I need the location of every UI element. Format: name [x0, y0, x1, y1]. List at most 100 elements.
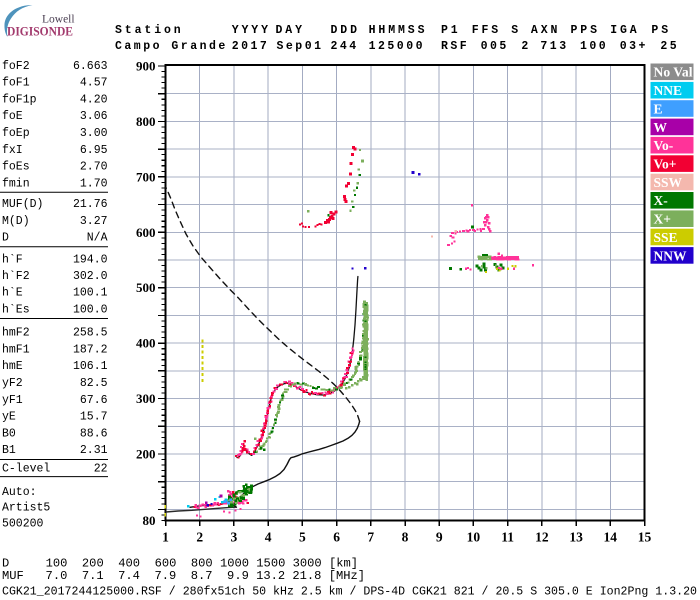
svg-text:258.5: 258.5: [73, 327, 108, 340]
svg-text:B0: B0: [2, 427, 16, 440]
svg-text:yF2: yF2: [2, 377, 23, 390]
svg-text:B1: B1: [2, 444, 16, 457]
svg-text:6.663: 6.663: [73, 60, 108, 73]
svg-text:SSE: SSE: [654, 230, 678, 245]
svg-text:h`E: h`E: [2, 287, 23, 300]
svg-text:13: 13: [569, 530, 583, 545]
svg-text:h`F2: h`F2: [2, 270, 30, 283]
svg-text:Artist5: Artist5: [2, 501, 50, 514]
svg-text:PS: PS: [651, 24, 671, 37]
svg-text:22: 22: [94, 462, 108, 475]
svg-text:400: 400: [136, 336, 156, 351]
svg-text:03+: 03+: [620, 40, 648, 53]
svg-text:MUF 7.0 7.1 7.4 7.9 8.7: MUF 7.0 7.1 7.4 7.9 8.7 9.9 13.2 21.8 [M…: [2, 570, 365, 583]
svg-text:11: 11: [501, 530, 514, 545]
svg-text:S: S: [511, 24, 521, 37]
svg-text:12: 12: [535, 530, 549, 545]
svg-text:800: 800: [136, 114, 156, 129]
svg-text:foEs: foEs: [2, 161, 30, 174]
svg-text:7: 7: [367, 530, 374, 545]
svg-text:244: 244: [331, 40, 359, 53]
svg-text:DIGISONDE: DIGISONDE: [7, 24, 73, 39]
svg-text:yF1: yF1: [2, 394, 23, 407]
svg-text:25: 25: [660, 40, 679, 53]
svg-text:RSF: RSF: [441, 40, 469, 53]
svg-text:88.6: 88.6: [80, 427, 108, 440]
svg-text:500200: 500200: [2, 518, 44, 531]
svg-text:900: 900: [136, 59, 156, 74]
svg-text:No Val: No Val: [654, 65, 693, 80]
svg-text:Auto:: Auto:: [2, 486, 37, 499]
svg-text:600: 600: [136, 225, 156, 240]
svg-text:W: W: [654, 120, 668, 135]
svg-text:2: 2: [196, 530, 203, 545]
svg-text:FFS: FFS: [472, 24, 501, 37]
svg-text:SSW: SSW: [654, 175, 683, 190]
svg-text:6: 6: [333, 530, 340, 545]
svg-text:IGA: IGA: [610, 24, 639, 37]
svg-text:E: E: [654, 101, 663, 116]
svg-text:005: 005: [481, 40, 509, 53]
svg-text:N/A: N/A: [87, 232, 108, 245]
svg-text:foE: foE: [2, 110, 23, 123]
svg-text:6.95: 6.95: [80, 144, 108, 157]
svg-text:500: 500: [136, 280, 156, 295]
svg-text:P1: P1: [441, 24, 461, 37]
svg-text:302.0: 302.0: [73, 270, 108, 283]
svg-text:CGK21_2017244125000.RSF / 280f: CGK21_2017244125000.RSF / 280fx51ch 50 k…: [2, 586, 697, 599]
svg-text:C-level: C-level: [2, 462, 50, 475]
svg-text:80: 80: [143, 513, 156, 528]
svg-text:PPS: PPS: [571, 24, 600, 37]
svg-text:21.76: 21.76: [73, 198, 108, 211]
svg-text:HHMMSS: HHMMSS: [369, 24, 428, 37]
svg-text:Campo Grande: Campo Grande: [115, 40, 228, 53]
svg-text:Sep01: Sep01: [277, 40, 324, 53]
svg-text:8: 8: [402, 530, 409, 545]
svg-text:YYYY: YYYY: [232, 24, 271, 37]
svg-text:10: 10: [467, 530, 481, 545]
svg-text:2017: 2017: [232, 40, 270, 53]
svg-text:foEp: foEp: [2, 127, 30, 140]
svg-text:2.70: 2.70: [80, 161, 108, 174]
svg-text:foF1: foF1: [2, 77, 30, 90]
svg-text:4.57: 4.57: [80, 77, 108, 90]
svg-text:fxI: fxI: [2, 144, 23, 157]
svg-text:200: 200: [136, 447, 156, 462]
svg-text:h`Es: h`Es: [2, 303, 30, 316]
svg-text:5: 5: [299, 530, 306, 545]
svg-text:15.7: 15.7: [80, 411, 108, 424]
svg-text:67.6: 67.6: [80, 394, 108, 407]
svg-text:3: 3: [231, 530, 238, 545]
svg-text:hmE: hmE: [2, 360, 23, 373]
svg-text:Station: Station: [115, 24, 184, 37]
svg-text:X+: X+: [654, 212, 671, 227]
svg-text:foF1p: foF1p: [2, 93, 37, 106]
svg-text:2.31: 2.31: [80, 444, 108, 457]
svg-text:106.1: 106.1: [73, 360, 108, 373]
svg-text:X-: X-: [654, 193, 668, 208]
svg-text:Vo-: Vo-: [654, 138, 674, 153]
svg-text:h`F: h`F: [2, 253, 23, 266]
svg-text:9: 9: [436, 530, 443, 545]
svg-text:1.70: 1.70: [80, 177, 108, 190]
svg-text:fmin: fmin: [2, 177, 30, 190]
svg-text:DDD: DDD: [331, 24, 360, 37]
svg-text:4.20: 4.20: [80, 93, 108, 106]
svg-text:125000: 125000: [369, 40, 425, 53]
svg-text:NNW: NNW: [654, 248, 687, 263]
svg-text:hmF1: hmF1: [2, 343, 30, 356]
svg-text:100.1: 100.1: [73, 287, 108, 300]
svg-text:NNE: NNE: [654, 83, 683, 98]
svg-text:D 100 200 400 600 800: D 100 200 400 600 800 1000 1500 3000 [km…: [2, 558, 358, 571]
svg-text:3.00: 3.00: [80, 127, 108, 140]
svg-text:194.0: 194.0: [73, 253, 108, 266]
svg-text:1: 1: [162, 530, 169, 545]
svg-text:3.27: 3.27: [80, 215, 108, 228]
svg-text:15: 15: [638, 530, 652, 545]
svg-text:4: 4: [265, 530, 272, 545]
svg-text:M(D): M(D): [2, 215, 30, 228]
svg-text:Vo+: Vo+: [654, 157, 677, 172]
svg-text:100.0: 100.0: [73, 303, 108, 316]
svg-text:3.06: 3.06: [80, 110, 108, 123]
svg-text:DAY: DAY: [276, 24, 305, 37]
